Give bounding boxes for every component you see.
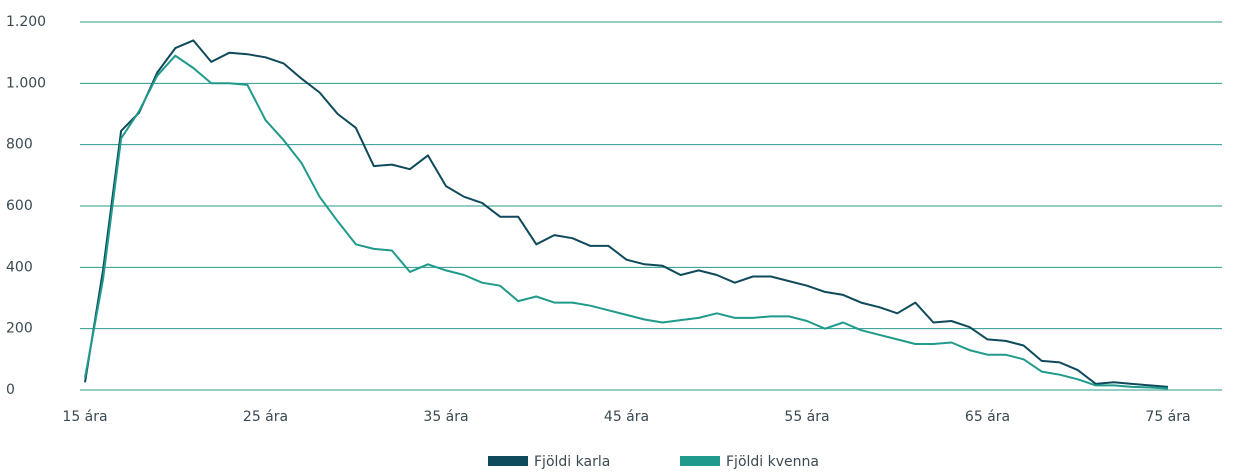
y-tick-label: 200 — [6, 321, 33, 337]
y-tick-label: 400 — [6, 259, 33, 275]
x-tick-label: 75 ára — [1145, 409, 1190, 425]
series-line — [84, 54, 1169, 390]
y-tick-label: 600 — [6, 198, 33, 214]
legend-label: Fjöldi karla — [534, 454, 610, 470]
x-tick-label: 45 ára — [604, 409, 649, 425]
x-tick-label: 25 ára — [243, 409, 288, 425]
y-tick-label: 1.200 — [6, 14, 46, 30]
x-tick-label: 35 ára — [423, 409, 468, 425]
x-tick-label: 55 ára — [784, 409, 829, 425]
y-tick-label: 0 — [6, 382, 15, 398]
x-tick-label: 65 ára — [965, 409, 1010, 425]
legend-swatch — [488, 456, 528, 466]
y-tick-label: 800 — [6, 137, 33, 153]
y-tick-label: 1.000 — [6, 75, 46, 91]
legend-label: Fjöldi kvenna — [726, 454, 819, 470]
x-tick-label: 15 ára — [62, 409, 107, 425]
series-line — [84, 39, 1169, 388]
legend-swatch — [680, 456, 720, 466]
